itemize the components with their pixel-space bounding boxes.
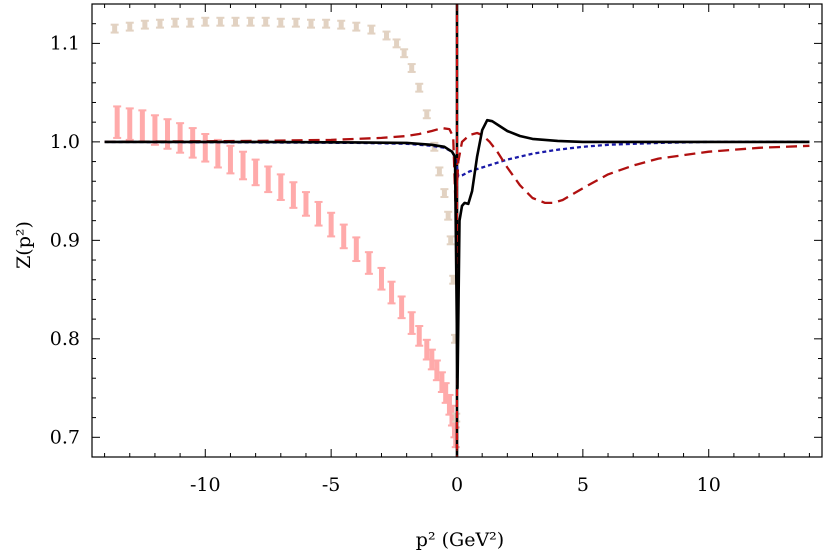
x-tick-label: -5: [322, 474, 341, 496]
x-tick-label: 0: [451, 474, 463, 496]
y-tick-label: 1.1: [50, 32, 80, 54]
series-line-solid-4: [104, 118, 810, 390]
y-tick-label: 1.0: [50, 131, 80, 153]
x-tick-label: 10: [697, 474, 721, 496]
plot-clipped-group: [104, 4, 810, 457]
x-axis-label: p² (GeV²): [416, 529, 504, 551]
series-line-long-dashed-3: [104, 126, 810, 212]
axes-layer: -10 -5 0 5 10 0.7 0.8 0.9 1.0 1.1: [50, 3, 823, 496]
y-axis-label: Z(p²): [13, 221, 35, 269]
x-tick-label: -10: [190, 474, 221, 496]
y-tick-label: 0.9: [50, 229, 80, 251]
plot-data-layer: [104, 4, 810, 457]
y-tick-label: 0.7: [50, 426, 80, 448]
y-tick-label: 0.8: [50, 328, 80, 350]
x-tick-label: 5: [577, 474, 589, 496]
